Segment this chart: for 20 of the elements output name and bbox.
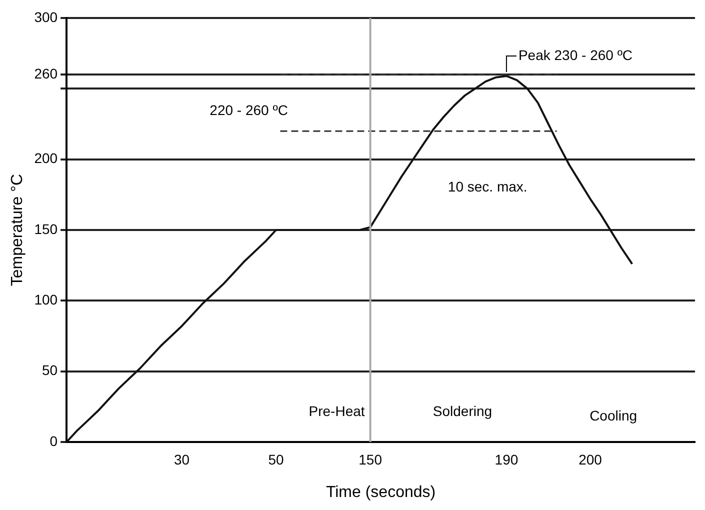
annotation: 220 - 260 ºC <box>210 102 288 118</box>
x-tick-label: 200 <box>578 451 602 468</box>
x-tick-label: 150 <box>358 451 382 468</box>
y-tick-label: 150 <box>34 220 58 237</box>
y-tick-label: 300 <box>34 8 58 25</box>
x-tick-label: 190 <box>494 451 518 468</box>
x-axis-title: Time (seconds) <box>326 484 436 501</box>
y-axis-title: Temperature °C <box>9 174 26 286</box>
y-tick-label: 0 <box>50 432 58 449</box>
x-tick-label: 50 <box>268 451 284 468</box>
y-tick-label: 50 <box>42 362 58 378</box>
annotation: 10 sec. max. <box>448 178 528 194</box>
x-tick-label: 30 <box>174 451 190 468</box>
y-tick-label: 200 <box>34 150 58 166</box>
annotation: Peak 230 - 260 ºC <box>518 46 633 63</box>
annotation: Pre-Heat <box>308 403 365 420</box>
y-tick-label: 260 <box>34 65 58 82</box>
annotation: Soldering <box>432 403 492 420</box>
annotation: Cooling <box>590 407 638 424</box>
y-tick-label: 100 <box>34 292 58 308</box>
